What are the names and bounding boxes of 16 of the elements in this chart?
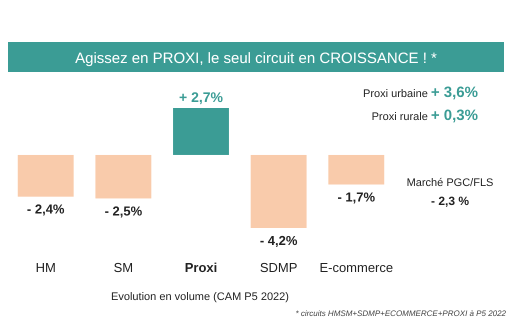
annotation: Proxi rurale + 0,3% bbox=[372, 107, 478, 124]
text: Marché PGC/FLS - 2,3 % bbox=[406, 177, 494, 208]
chart-title: Agissez en PROXI, le seul circuit en CROISSANCE ! * bbox=[75, 50, 438, 67]
data-label: + 2,7% bbox=[179, 89, 224, 105]
x-axis-title: Evolution en volume (CAM P5 2022) bbox=[111, 291, 289, 303]
data-label: - 4,2% bbox=[260, 233, 298, 248]
text: Proxi urbaine + 3,6% bbox=[363, 84, 478, 101]
x-tick-label: Proxi bbox=[184, 260, 218, 275]
data-label: - 1,7% bbox=[337, 190, 376, 205]
x-tick-label: E-commerce bbox=[319, 260, 394, 275]
x-tick-label: SM bbox=[114, 260, 134, 275]
data-label: - 2,5% bbox=[104, 203, 143, 218]
x-tick-label: HM bbox=[36, 260, 56, 275]
x-tick-label: SDMP bbox=[260, 260, 298, 275]
data-label: - 2,4% bbox=[26, 202, 65, 217]
text: * circuits HMSM+SDMP+ECOMMERCE+PROXI à P5 2022 bbox=[295, 309, 507, 318]
